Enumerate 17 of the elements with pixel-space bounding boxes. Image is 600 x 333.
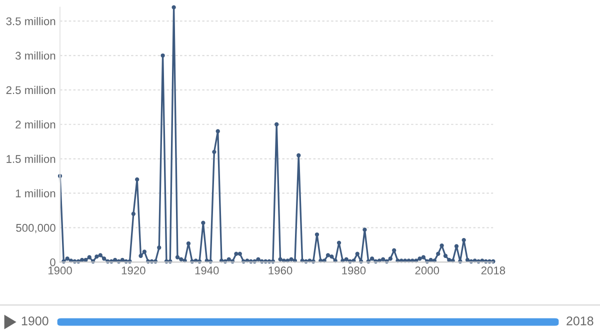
y-tick-label: 3.5 million <box>6 17 56 26</box>
y-tick-label: 2.5 million <box>6 86 56 94</box>
x-tick-label: 2018 <box>481 266 506 274</box>
text: 1900 <box>22 316 48 326</box>
x-tick-label: 1940 <box>195 266 219 274</box>
x-tick-label: 1920 <box>122 266 146 274</box>
x-tick-label: 1960 <box>268 266 292 274</box>
text: 2018 <box>566 316 594 326</box>
y-tick-label: 0 <box>50 258 56 266</box>
x-tick-label: 2000 <box>415 266 440 274</box>
y-tick-label: 1 million <box>16 189 56 198</box>
y-tick-label: 500,000 <box>16 224 56 234</box>
x-tick-label: 1900 <box>48 266 72 274</box>
x-tick-label: 1980 <box>342 266 366 274</box>
y-tick-label: 3 million <box>16 51 56 60</box>
y-tick-label: 2 million <box>16 120 56 129</box>
y-tick-label: 1.5 million <box>6 154 56 163</box>
